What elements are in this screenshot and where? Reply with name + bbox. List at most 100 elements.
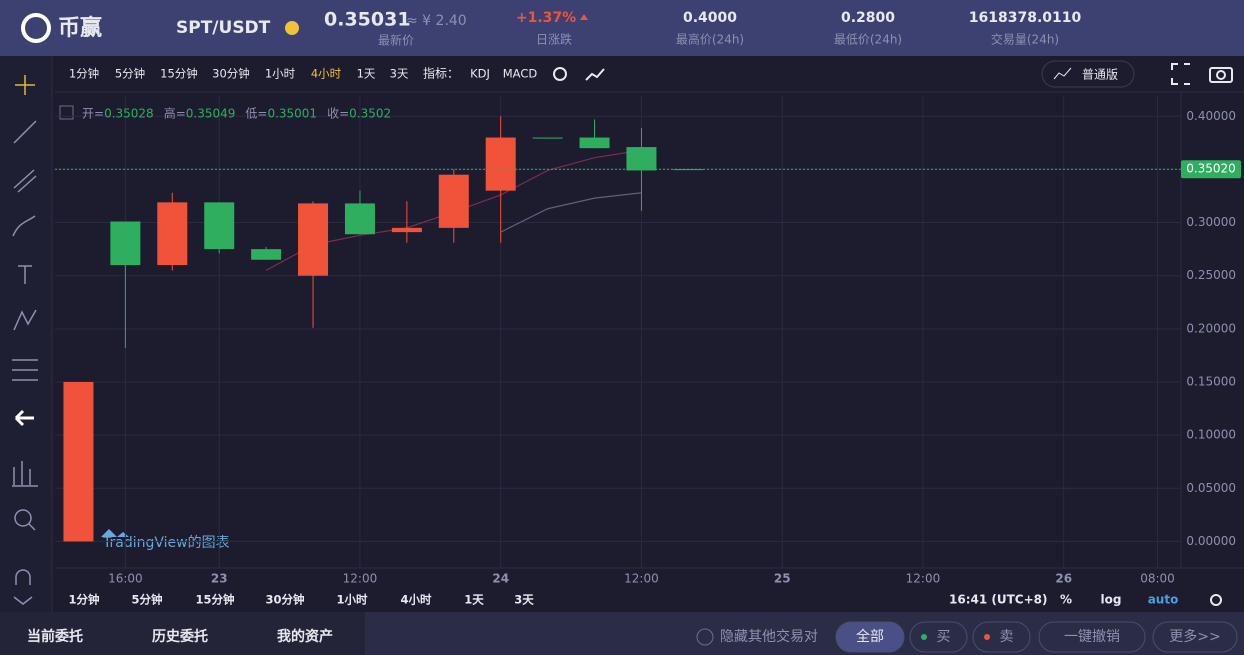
- logo-icon: [21, 13, 51, 43]
- last-price-label: 0.35020: [1186, 162, 1236, 176]
- mode[interactable]: 普通版: [1082, 68, 1118, 82]
- y-tick-label: 0.00000: [1186, 534, 1236, 548]
- y-tick-label: 0.25000: [1186, 268, 1236, 282]
- x-tick-label: 12:00: [906, 572, 941, 586]
- filter-button[interactable]: [972, 621, 1031, 653]
- chart-panel: [0, 56, 1244, 612]
- checkbox[interactable]: [696, 628, 714, 646]
- moving-average: [500, 192, 642, 233]
- interval[interactable]: 1分钟: [68, 593, 99, 607]
- logo: 币赢: [58, 15, 102, 41]
- candle-body: [438, 174, 469, 228]
- tab[interactable]: 我的资产: [277, 628, 333, 645]
- x-tick-label: 24: [492, 572, 509, 586]
- tab[interactable]: 历史委托: [152, 628, 208, 645]
- scale-option[interactable]: %: [1060, 593, 1072, 607]
- interval[interactable]: 15分钟: [160, 67, 198, 81]
- filter[interactable]: 买: [937, 629, 951, 645]
- last-price: 0.35031: [324, 9, 411, 31]
- x-tick-label: 12:00: [624, 572, 659, 586]
- y-tick-label: 0.05000: [1186, 481, 1236, 495]
- interval[interactable]: 3天: [514, 593, 534, 607]
- interval[interactable]: 4小时: [311, 67, 342, 81]
- more-button[interactable]: [1152, 621, 1238, 653]
- candle-body: [251, 249, 282, 260]
- x-tick-label: 08:00: [1140, 572, 1175, 586]
- candle-body: [391, 227, 422, 233]
- interval[interactable]: 1天: [357, 67, 376, 81]
- interval[interactable]: 30分钟: [265, 593, 304, 607]
- ohlc-value: 0.3502: [349, 107, 391, 121]
- tool-icons[interactable]: [12, 75, 38, 605]
- x-tick-label: 23: [211, 572, 228, 586]
- indicator[interactable]: KDJ: [470, 67, 490, 81]
- toolbar-icons[interactable]: [553, 63, 1233, 85]
- candle-body: [344, 203, 375, 235]
- filter[interactable]: 卖: [1000, 629, 1014, 645]
- interval[interactable]: 1分钟: [69, 67, 99, 81]
- filter[interactable]: 全部: [856, 628, 884, 645]
- scale-option[interactable]: auto: [1148, 593, 1179, 607]
- interval[interactable]: 1天: [464, 593, 484, 607]
- stat-value: 0.2800: [841, 10, 895, 26]
- price-cny: ≈ ¥ 2.40: [406, 13, 467, 29]
- interval[interactable]: 5分钟: [115, 67, 145, 81]
- interval[interactable]: 4小时: [400, 593, 432, 607]
- mode-button[interactable]: [1041, 60, 1135, 88]
- interval[interactable]: 1小时: [336, 593, 368, 607]
- interval[interactable]: 3天: [390, 67, 409, 81]
- y-tick-label: 0.40000: [1186, 109, 1236, 123]
- filter-button[interactable]: [909, 621, 968, 653]
- x-tick-label: 26: [1055, 572, 1072, 586]
- price-label: 最新价: [378, 33, 414, 48]
- y-tick-label: 0.20000: [1186, 321, 1236, 335]
- watermark-logo: [101, 529, 129, 537]
- last-price-tag: [1181, 160, 1241, 179]
- interval[interactable]: 30分钟: [212, 67, 250, 81]
- scale-option[interactable]: log: [1101, 593, 1122, 607]
- x-tick-label: 16:00: [108, 572, 143, 586]
- drawing-toolbar: [0, 56, 52, 612]
- candle-body: [626, 147, 657, 171]
- change-label: 日涨跌: [536, 32, 572, 47]
- cancel-button[interactable]: [1038, 621, 1146, 653]
- y-tick-label: 0.30000: [1186, 215, 1236, 229]
- y-tick-label: 0.15000: [1186, 374, 1236, 388]
- interval[interactable]: 5分钟: [131, 593, 162, 607]
- ohlc-value: 0.35001: [267, 107, 317, 121]
- up-arrow: [580, 14, 588, 20]
- candle-body: [532, 137, 563, 139]
- pair[interactable]: SPT/USDT: [176, 18, 271, 38]
- ohlc-value: 0.35049: [186, 107, 236, 121]
- legend-toggle[interactable]: [59, 105, 74, 120]
- indicator[interactable]: MACD: [503, 67, 538, 81]
- cancel-all[interactable]: 一键撤销: [1064, 629, 1120, 645]
- indicator-label: 指标：: [423, 66, 459, 81]
- watermark: TradingView的图表: [102, 535, 230, 551]
- pair-dropdown[interactable]: [285, 21, 299, 35]
- stat-label: 交易量(24h): [991, 32, 1059, 47]
- filter-dot: [921, 634, 927, 640]
- ohlc-label: 高=: [164, 106, 186, 121]
- tab[interactable]: 当前委托: [27, 628, 83, 645]
- mode-icon: [1053, 67, 1072, 80]
- settings-icon[interactable]: [1210, 594, 1222, 606]
- candle-body: [157, 202, 188, 266]
- more[interactable]: 更多>>: [1169, 628, 1220, 645]
- hide-pairs[interactable]: 隐藏其他交易对: [720, 628, 818, 645]
- ohlc-label: 开=: [82, 107, 104, 121]
- interval[interactable]: 15分钟: [195, 593, 234, 607]
- filter-button[interactable]: [835, 621, 905, 653]
- candle-body: [298, 203, 329, 276]
- filter-dot: [984, 634, 990, 640]
- ohlc-value: 0.35028: [104, 107, 154, 121]
- stat-value: 0.4000: [683, 10, 737, 26]
- stat-label: 最高价(24h): [676, 32, 744, 47]
- header-bar: [0, 0, 1244, 56]
- ohlc-label: 收=: [327, 107, 349, 121]
- x-tick-label: 25: [774, 572, 791, 586]
- ohlc-label: 低=: [245, 107, 267, 121]
- interval[interactable]: 1小时: [265, 67, 296, 81]
- tabs-bg: [0, 612, 365, 655]
- candle-body: [579, 137, 610, 149]
